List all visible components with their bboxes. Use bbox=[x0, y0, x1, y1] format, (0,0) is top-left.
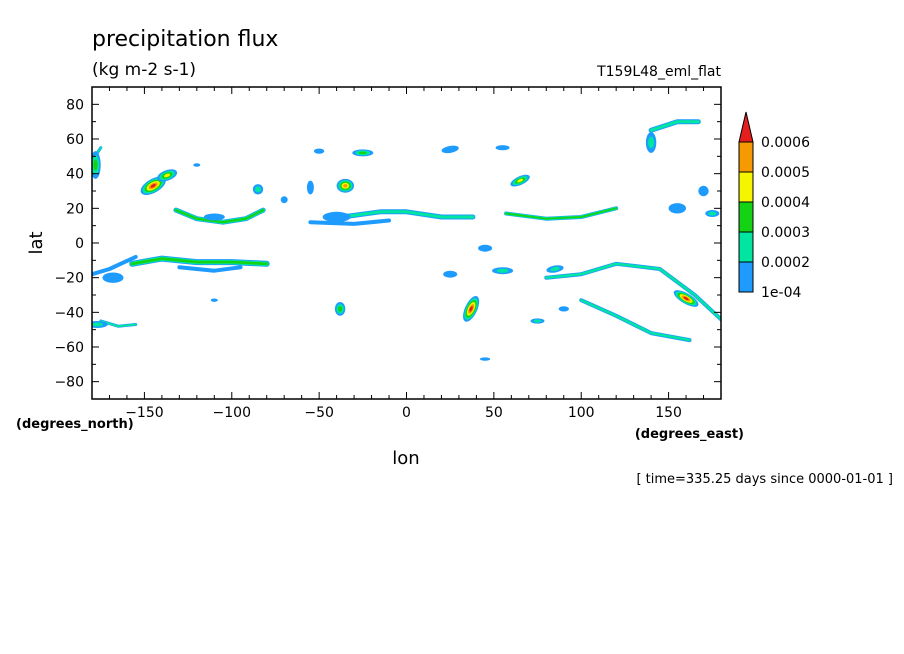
y-axis-label: lat bbox=[26, 231, 47, 254]
precip-blob-15-level-1 bbox=[558, 306, 569, 312]
precip-blob-19-level-2 bbox=[648, 136, 655, 149]
colorbar-label: 1e-04 bbox=[761, 285, 801, 301]
precip-band-9-level-2 bbox=[99, 320, 137, 328]
run-label: T159L48_eml_flat bbox=[596, 64, 721, 80]
y-tick-label: 40 bbox=[66, 167, 84, 183]
colorbar-label: 0.0004 bbox=[761, 195, 810, 211]
precip-blob-11-level-1 bbox=[495, 145, 510, 151]
precip-blob-14-level-2 bbox=[533, 319, 542, 323]
x-axis: −150 −100 −50 0 50 100 150 bbox=[91, 87, 722, 421]
precip-blob-21-level-2 bbox=[708, 211, 717, 216]
colorbar-box-0 bbox=[738, 261, 754, 293]
x-axis-label: lon bbox=[392, 448, 419, 469]
precip-blob-30-level-1 bbox=[280, 196, 288, 204]
plot-area-background bbox=[92, 87, 721, 399]
precip-band-7-level-2 bbox=[580, 299, 691, 342]
x-tick-label: 150 bbox=[655, 405, 682, 421]
colorbar-label: 0.0003 bbox=[761, 225, 810, 241]
precip-blob-10-level-4 bbox=[517, 178, 524, 183]
colorbar-extend-triangle bbox=[738, 111, 754, 143]
y-tick-label: −20 bbox=[54, 271, 84, 287]
colorbar-label: 0.0006 bbox=[761, 135, 810, 151]
precip-blob-2-level-3 bbox=[93, 159, 98, 171]
colorbar-box-2 bbox=[738, 201, 754, 233]
y-tick-label: −80 bbox=[54, 375, 84, 391]
precip-blob-0-level-6 bbox=[150, 183, 156, 188]
y-tick-label: 20 bbox=[66, 201, 84, 217]
y-tick-label: −60 bbox=[54, 340, 84, 356]
precip-band-4-level-1 bbox=[308, 218, 391, 226]
precip-band-6-level-2 bbox=[545, 262, 721, 321]
colorbar-box-4 bbox=[738, 141, 754, 173]
colorbar-label: 0.0005 bbox=[761, 165, 810, 181]
precip-blob-29-level-1 bbox=[322, 211, 351, 223]
colorbar-label: 0.0002 bbox=[761, 255, 810, 271]
colorbar-box-3 bbox=[738, 171, 754, 203]
y-tick-label: −40 bbox=[54, 305, 84, 321]
x-tick-label: 50 bbox=[485, 405, 503, 421]
precip-blob-17-level-1 bbox=[210, 298, 218, 302]
precip-blob-4-level-5 bbox=[343, 184, 348, 188]
colorbar-box-1 bbox=[738, 231, 754, 263]
precip-blob-18-level-6 bbox=[683, 296, 689, 301]
precip-band-0-level-3 bbox=[174, 209, 265, 224]
precip-blob-5-level-3 bbox=[358, 151, 367, 155]
x-tick-label: −150 bbox=[125, 405, 163, 421]
precip-blob-22-level-1 bbox=[668, 203, 686, 214]
precip-blob-24-level-2 bbox=[496, 268, 509, 273]
precip-blob-20-level-1 bbox=[698, 185, 709, 197]
x-axis-units: (degrees_east) bbox=[635, 427, 744, 442]
precip-band-3-level-2 bbox=[340, 210, 475, 219]
precip-band-2-level-1 bbox=[177, 265, 243, 273]
precip-field bbox=[92, 119, 721, 361]
precip-blob-16-level-1 bbox=[479, 357, 491, 361]
precip-blob-27-level-1 bbox=[478, 244, 493, 252]
time-label: [ time=335.25 days since 0000-01-01 ] bbox=[636, 472, 893, 487]
precip-band-10-level-1 bbox=[92, 254, 138, 277]
precip-blob-13-level-3 bbox=[338, 306, 343, 312]
y-axis: 80 60 40 20 0 −20 −40 −60 −80 bbox=[54, 86, 721, 400]
precip-blob-3-level-2 bbox=[92, 322, 104, 327]
precip-blob-28-level-1 bbox=[203, 213, 225, 221]
precip-blob-7-level-2 bbox=[255, 186, 261, 193]
precip-blob-12-level-6 bbox=[469, 306, 473, 312]
precip-blob-26-level-1 bbox=[102, 272, 124, 283]
precip-blob-23-level-1 bbox=[443, 270, 458, 278]
precip-blob-31-level-1 bbox=[193, 163, 201, 167]
x-tick-label: −50 bbox=[304, 405, 334, 421]
y-tick-label: 80 bbox=[66, 97, 84, 113]
y-axis-units: (degrees_north) bbox=[16, 417, 134, 432]
y-tick-label: 0 bbox=[75, 236, 84, 252]
precip-band-1-level-3 bbox=[130, 257, 268, 266]
x-tick-label: 0 bbox=[402, 405, 411, 421]
x-tick-label: −100 bbox=[213, 405, 251, 421]
precip-blob-6-level-1 bbox=[306, 180, 314, 195]
chart-title: precipitation flux bbox=[92, 27, 278, 52]
precip-blob-1-level-4 bbox=[164, 173, 171, 178]
precip-band-8-level-2 bbox=[649, 120, 700, 132]
chart-units: (kg m-2 s-1) bbox=[92, 60, 196, 80]
precip-blob-9-level-1 bbox=[441, 145, 459, 154]
x-tick-label: 100 bbox=[568, 405, 595, 421]
y-tick-label: 60 bbox=[66, 132, 84, 148]
precip-blob-8-level-1 bbox=[313, 148, 325, 154]
colorbar: 0.0006 0.0005 0.0004 0.0003 0.0002 1e-04 bbox=[738, 111, 810, 301]
precip-blob-25-level-2 bbox=[550, 266, 560, 272]
precip-band-5-level-3 bbox=[505, 207, 618, 220]
